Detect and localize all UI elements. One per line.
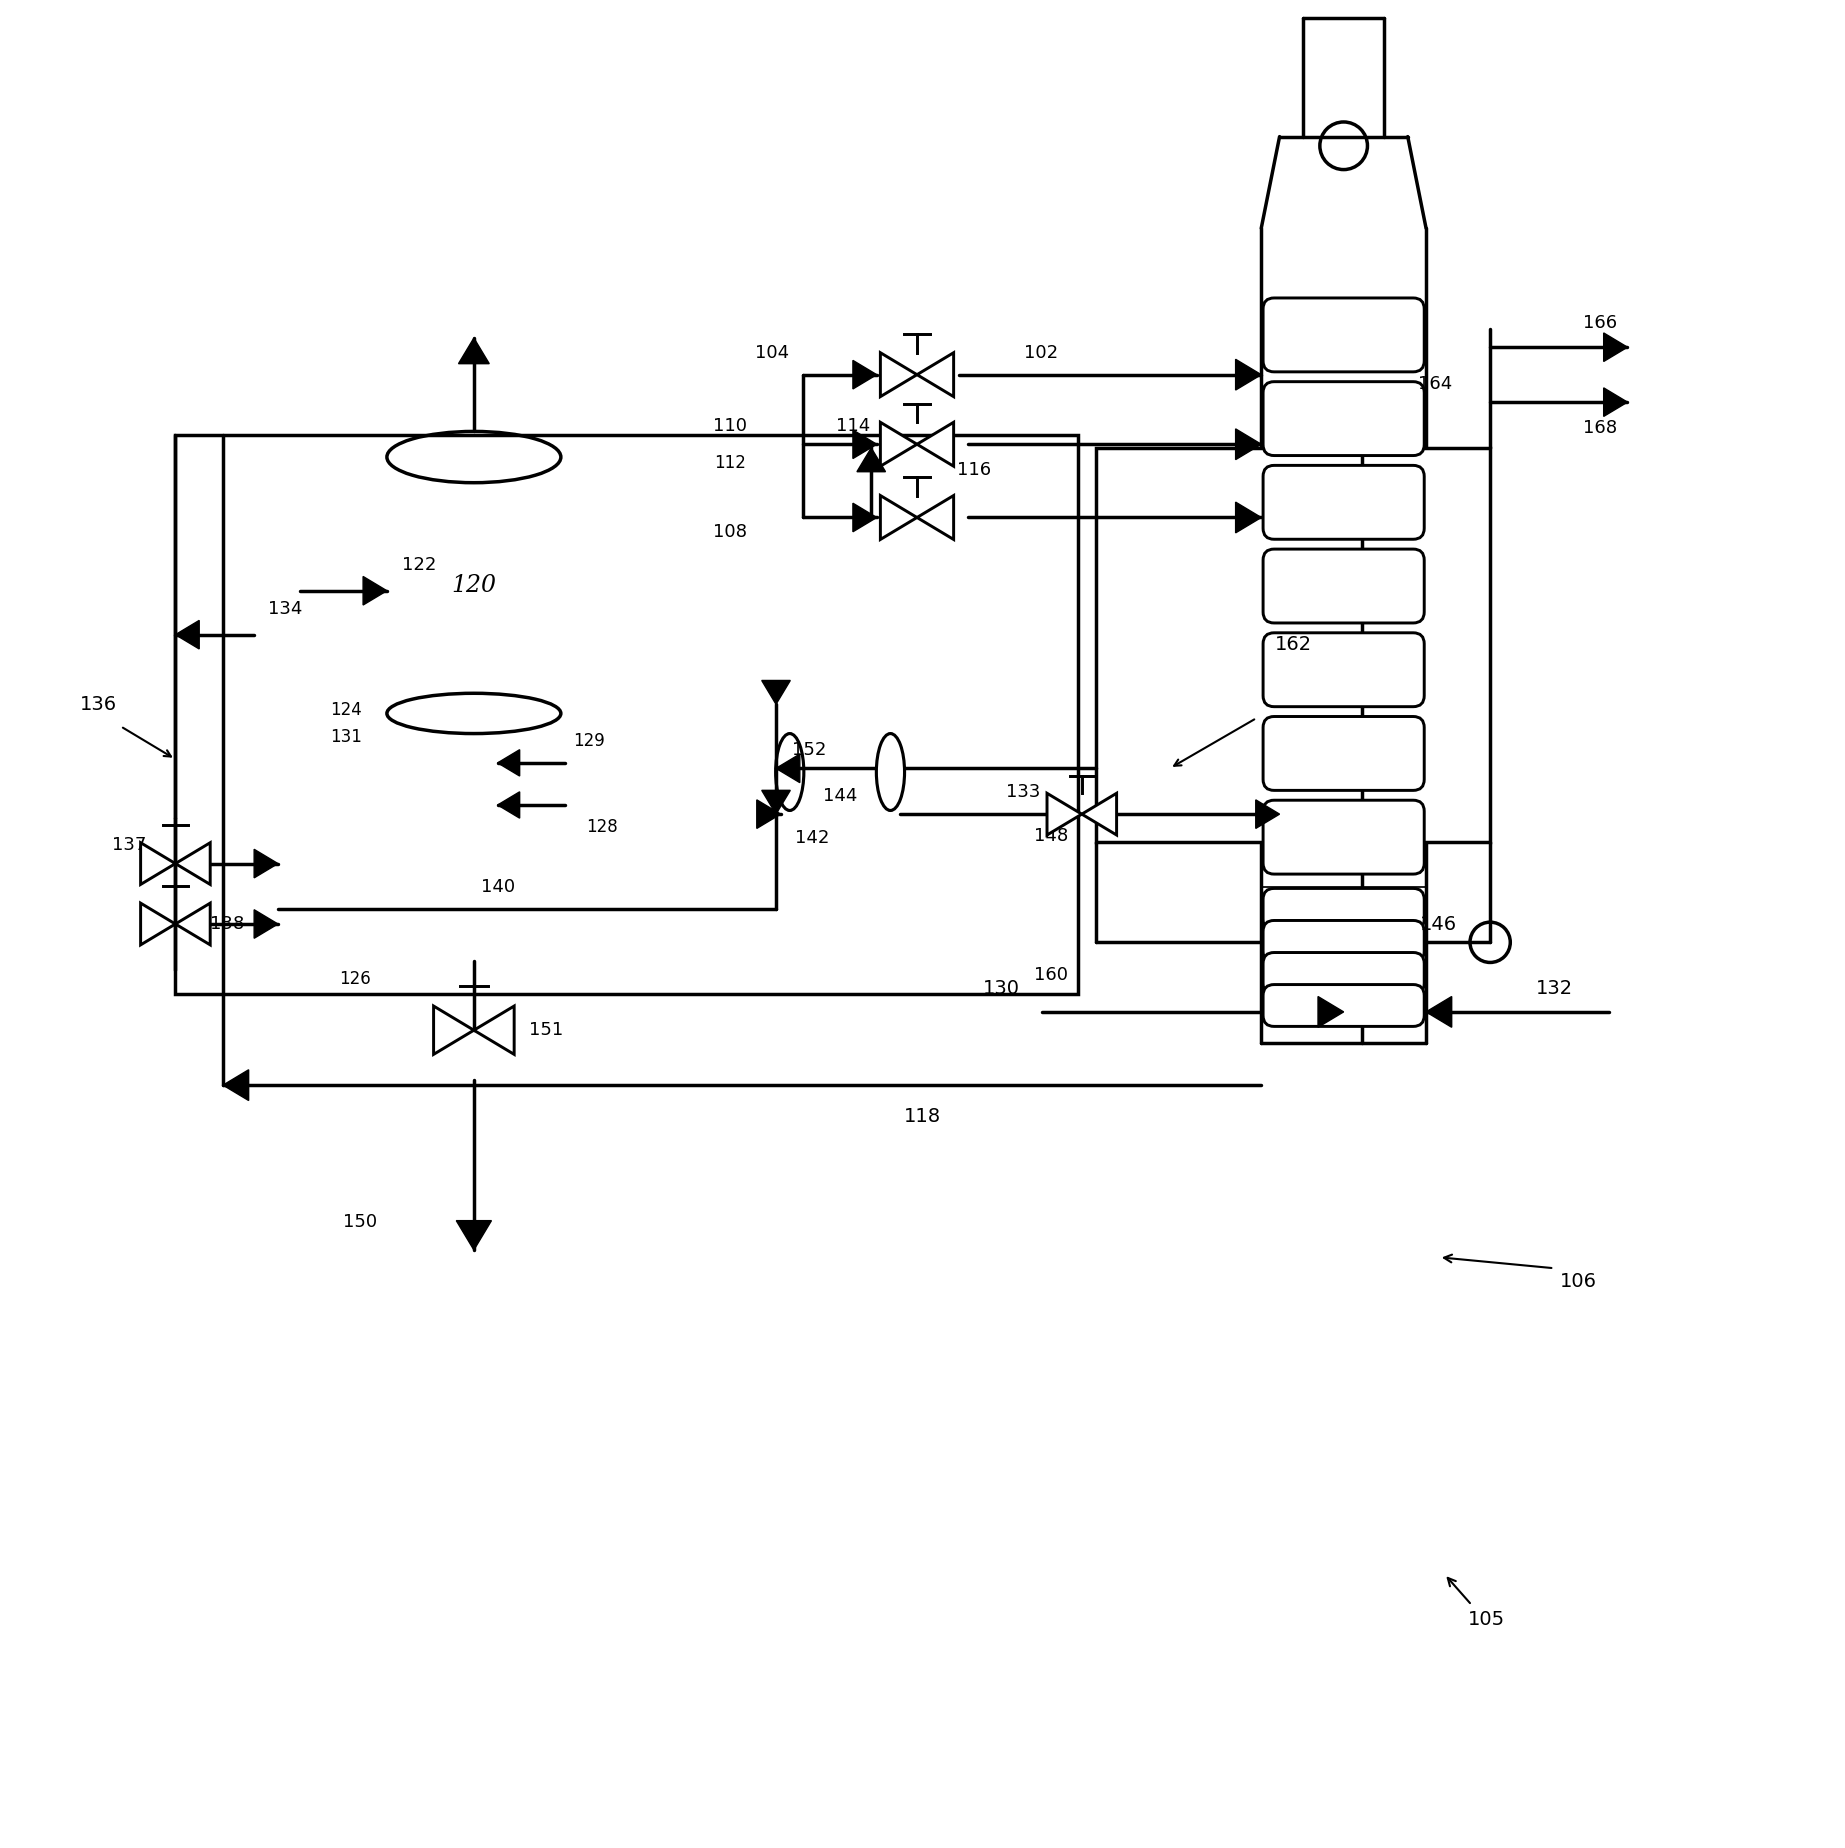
Bar [175, 434, 1077, 994]
Text: 140: 140 [480, 878, 515, 896]
Polygon shape [498, 791, 520, 819]
Text: 126: 126 [339, 970, 371, 989]
Polygon shape [756, 800, 780, 828]
FancyBboxPatch shape [1264, 800, 1424, 874]
Text: 102: 102 [1024, 344, 1059, 362]
Polygon shape [1426, 996, 1452, 1027]
Text: 104: 104 [755, 344, 790, 362]
Polygon shape [880, 353, 917, 397]
Polygon shape [434, 1005, 474, 1055]
Polygon shape [175, 904, 210, 944]
Text: 122: 122 [402, 556, 435, 575]
Text: 114: 114 [836, 418, 871, 434]
Polygon shape [175, 843, 210, 885]
Ellipse shape [876, 734, 904, 811]
FancyBboxPatch shape [1264, 466, 1424, 540]
Text: 108: 108 [714, 523, 747, 541]
Polygon shape [498, 750, 520, 776]
Polygon shape [255, 850, 279, 878]
Polygon shape [1317, 996, 1343, 1027]
Text: 116: 116 [958, 460, 991, 479]
Polygon shape [456, 1222, 491, 1249]
Text: 133: 133 [1006, 784, 1041, 802]
Polygon shape [1236, 429, 1262, 460]
Polygon shape [1236, 359, 1262, 390]
Text: 148: 148 [1033, 828, 1068, 845]
Polygon shape [223, 1070, 249, 1101]
Text: 142: 142 [795, 830, 830, 846]
Polygon shape [1236, 503, 1262, 532]
Polygon shape [852, 431, 876, 458]
Text: 128: 128 [587, 819, 618, 835]
Polygon shape [1603, 388, 1627, 416]
Text: 124: 124 [330, 700, 362, 719]
Text: 160: 160 [1033, 967, 1068, 985]
FancyBboxPatch shape [1264, 383, 1424, 456]
FancyBboxPatch shape [1264, 920, 1424, 963]
Polygon shape [459, 338, 489, 364]
Polygon shape [762, 791, 790, 815]
Text: 105: 105 [1469, 1610, 1506, 1630]
Polygon shape [852, 360, 876, 388]
Text: 144: 144 [823, 787, 858, 806]
Polygon shape [255, 909, 279, 939]
FancyBboxPatch shape [1264, 632, 1424, 706]
FancyBboxPatch shape [1264, 549, 1424, 623]
Text: 168: 168 [1583, 419, 1616, 436]
Text: 120: 120 [452, 573, 496, 597]
Polygon shape [1256, 800, 1280, 828]
Polygon shape [1081, 793, 1116, 835]
FancyBboxPatch shape [1264, 717, 1424, 791]
Text: 164: 164 [1419, 375, 1452, 394]
FancyBboxPatch shape [1264, 985, 1424, 1026]
Text: 118: 118 [904, 1107, 941, 1125]
Text: 132: 132 [1535, 979, 1572, 998]
Text: 146: 146 [1421, 915, 1458, 933]
Text: 166: 166 [1583, 314, 1616, 333]
Polygon shape [175, 621, 199, 649]
Text: 162: 162 [1275, 636, 1312, 654]
Polygon shape [140, 904, 175, 944]
Polygon shape [1603, 333, 1627, 362]
Polygon shape [140, 843, 175, 885]
Polygon shape [856, 447, 886, 471]
Text: 106: 106 [1559, 1271, 1596, 1290]
Text: 150: 150 [343, 1214, 378, 1231]
Text: 151: 151 [530, 1022, 563, 1039]
Text: 152: 152 [792, 741, 827, 760]
Text: 134: 134 [268, 601, 303, 617]
Bar [1096, 447, 1491, 841]
Polygon shape [880, 495, 917, 540]
Text: 130: 130 [983, 979, 1020, 998]
Polygon shape [917, 423, 954, 466]
Text: 136: 136 [79, 695, 116, 713]
Polygon shape [474, 1005, 515, 1055]
Polygon shape [917, 353, 954, 397]
FancyBboxPatch shape [1264, 889, 1424, 930]
Text: 137: 137 [113, 837, 148, 854]
Polygon shape [762, 680, 790, 704]
FancyBboxPatch shape [1264, 298, 1424, 371]
Text: 129: 129 [574, 732, 605, 750]
Polygon shape [363, 577, 387, 604]
Polygon shape [917, 495, 954, 540]
Text: 110: 110 [714, 418, 747, 434]
FancyBboxPatch shape [1264, 952, 1424, 994]
Text: 112: 112 [714, 453, 745, 471]
Polygon shape [852, 503, 876, 532]
Text: 138: 138 [210, 915, 244, 933]
Polygon shape [1046, 793, 1081, 835]
Polygon shape [777, 754, 801, 784]
Text: 131: 131 [330, 728, 362, 747]
Polygon shape [880, 423, 917, 466]
